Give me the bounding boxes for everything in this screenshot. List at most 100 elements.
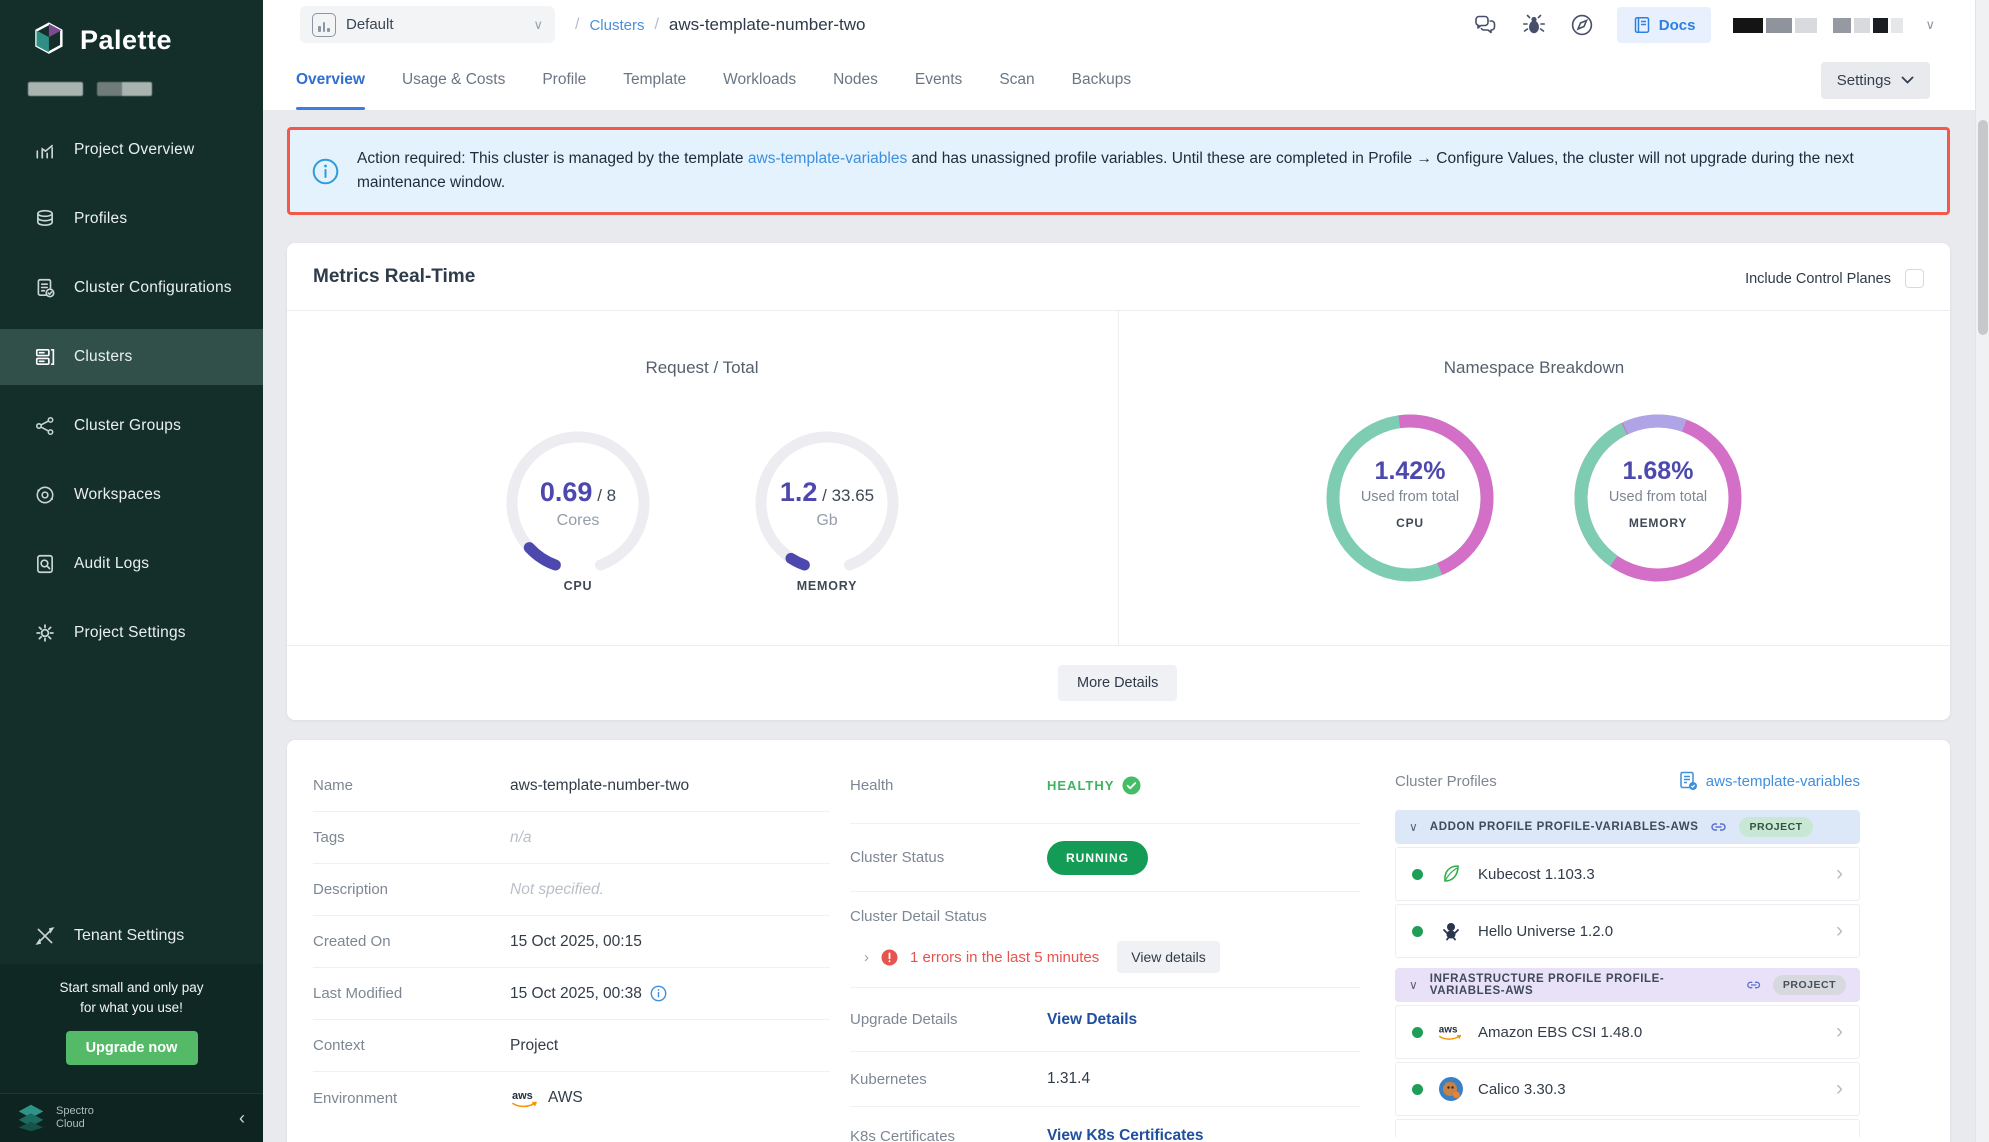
pack-row-hello-universe[interactable]: Hello Universe 1.2.0 › (1395, 904, 1860, 958)
pack-row-calico[interactable]: Calico 3.30.3 › (1395, 1062, 1860, 1116)
breadcrumb: / Clusters / aws-template-number-two (575, 0, 865, 50)
clusters-icon (35, 349, 55, 365)
detail-row-name: Name aws-template-number-two (313, 760, 830, 812)
sidebar-item-workspaces[interactable]: Workspaces (0, 467, 263, 523)
memory-unit: Gb (816, 512, 838, 529)
upgrade-promo: Start small and only pay for what you us… (0, 964, 263, 1093)
cpu-gauge-value: 0.69 / 8 Cores (493, 477, 663, 530)
namespace-cpu-label: CPU (1396, 516, 1424, 530)
kubecost-icon (1437, 861, 1464, 888)
sidebar-item-project-settings[interactable]: Project Settings (0, 605, 263, 661)
sidebar-item-tenant-settings[interactable]: Tenant Settings (0, 908, 263, 964)
project-badge: PROJECT (1739, 817, 1813, 837)
memory-request-value: 1.2 (779, 477, 818, 507)
addon-profile-section-header[interactable]: ∨ ADDON PROFILE PROFILE-VARIABLES-AWS PR… (1395, 810, 1860, 844)
created-on-value: 15 Oct 2025, 00:15 (510, 932, 642, 950)
settings-button[interactable]: Settings (1820, 62, 1930, 99)
sidebar-item-audit-logs[interactable]: Audit Logs (0, 536, 263, 592)
chevron-down-icon (1901, 76, 1914, 84)
breadcrumb-separator: / (654, 16, 659, 33)
tags-value: n/a (510, 828, 532, 846)
sidebar-item-label: Workspaces (74, 486, 161, 503)
tab-overview[interactable]: Overview (296, 50, 365, 110)
tab-template[interactable]: Template (623, 71, 687, 88)
tab-usage-costs[interactable]: Usage & Costs (401, 71, 506, 88)
include-control-planes-checkbox[interactable] (1905, 269, 1924, 288)
chevron-right-icon: › (1836, 1077, 1843, 1100)
breadcrumb-clusters-link[interactable]: Clusters (589, 16, 645, 34)
page-scrollbar[interactable] (1975, 0, 1989, 1142)
memory-gauge-label: MEMORY (796, 579, 858, 593)
tab-profile[interactable]: Profile (542, 71, 587, 88)
memory-gauge: 1.2 / 33.65 Gb MEMORY (742, 425, 912, 593)
memory-total-value: 33.65 (826, 486, 875, 505)
tab-events[interactable]: Events (914, 71, 963, 88)
kubernetes-row: Kubernetes 1.31.4 (850, 1052, 1360, 1107)
scrollbar-thumb[interactable] (1978, 120, 1988, 335)
docs-button[interactable]: Docs (1616, 7, 1712, 43)
pack-row-partial (1395, 1119, 1860, 1137)
context-value: Project (510, 1036, 559, 1054)
running-status-badge[interactable]: RUNNING (1047, 840, 1148, 875)
compass-icon[interactable] (1569, 12, 1595, 38)
sidebar-item-cluster-configurations[interactable]: Cluster Configurations (0, 260, 263, 316)
error-icon (881, 949, 898, 965)
namespace-breakdown-title: Namespace Breakdown (1443, 358, 1625, 377)
sidebar-item-label: Project Overview (74, 141, 195, 158)
pack-name: Kubecost 1.103.3 (1478, 865, 1595, 883)
upgrade-now-button[interactable]: Upgrade now (65, 1031, 198, 1066)
pack-row-kubecost[interactable]: Kubecost 1.103.3 › (1395, 847, 1860, 901)
footer-brand-line-1: Spectro (56, 1104, 94, 1117)
pack-row-amazon-ebs-csi[interactable]: aws Amazon EBS CSI 1.48.0 › (1395, 1005, 1860, 1059)
link-icon (1711, 823, 1727, 831)
info-icon[interactable] (650, 985, 667, 1002)
tab-scan[interactable]: Scan (999, 71, 1035, 88)
alert-template-link[interactable]: aws-template-variables (747, 149, 908, 167)
settings-button-label: Settings (1836, 72, 1891, 89)
footer-brand-line-2: Cloud (56, 1118, 85, 1130)
aws-logo-icon: aws (512, 1090, 537, 1107)
cluster-profiles-column: Cluster Profiles aws-template-variables … (1395, 768, 1860, 1137)
tab-workloads[interactable]: Workloads (723, 71, 797, 88)
include-control-planes-label: Include Control Planes (1745, 270, 1891, 287)
namespace-cpu-percent: 1.42% (1374, 457, 1446, 485)
tab-backups[interactable]: Backups (1071, 71, 1132, 88)
view-k8s-certificates-link[interactable]: View K8s Certificates (1047, 1127, 1204, 1142)
namespace-memory-donut-chart (1574, 414, 1742, 582)
namespace-memory-donut: 1.68% Used from total MEMORY (1573, 413, 1743, 583)
upgrade-view-details-link[interactable]: View Details (1047, 1010, 1138, 1028)
sidebar-item-profiles[interactable]: Profiles (0, 191, 263, 247)
audit-log-icon (37, 554, 53, 574)
palette-logo-icon (35, 22, 63, 54)
more-details-button[interactable]: More Details (1058, 665, 1178, 701)
sidebar-item-clusters[interactable]: Clusters (0, 329, 263, 385)
sidebar-collapse-icon[interactable]: ‹ (239, 1107, 245, 1128)
expand-chevron-icon[interactable]: › (864, 948, 869, 966)
cpu-gauge-label: CPU (563, 579, 593, 593)
memory-gauge-value: 1.2 / 33.65 Gb (742, 477, 912, 530)
view-details-button[interactable]: View details (1117, 941, 1220, 973)
user-menu-chevron-icon[interactable]: ∨ (1925, 17, 1935, 32)
alert-text-before: Action required: This cluster is managed… (357, 149, 748, 167)
template-profile-link[interactable]: aws-template-variables (1679, 771, 1860, 791)
namespace-memory-label: MEMORY (1628, 516, 1688, 530)
infrastructure-profile-section-header[interactable]: ∨ INFRASTRUCTURE PROFILE PROFILE-VARIABL… (1395, 968, 1860, 1002)
request-total-title: Request / Total (645, 358, 759, 377)
redacted-username[interactable] (1733, 17, 1904, 33)
health-label: Health (850, 777, 894, 794)
sidebar-item-project-overview[interactable]: Project Overview (0, 122, 263, 178)
alert-text-after: and has unassigned profile variables. Un… (357, 149, 1854, 191)
pack-status-dot (1412, 1083, 1423, 1095)
workspaces-icon (36, 486, 54, 504)
cluster-details-card: Name aws-template-number-two Tags n/a De… (287, 740, 1950, 1142)
pack-status-dot (1412, 925, 1423, 937)
last-modified-value: 15 Oct 2025, 00:38 (510, 984, 642, 1002)
chat-icon[interactable] (1473, 12, 1499, 38)
bug-report-icon[interactable] (1521, 12, 1547, 38)
project-selector[interactable]: Default ∨ (300, 6, 555, 43)
tab-nodes[interactable]: Nodes (833, 71, 878, 88)
sidebar-item-cluster-groups[interactable]: Cluster Groups (0, 398, 263, 454)
gear-icon (36, 624, 54, 642)
namespace-cpu-caption: Used from total (1360, 489, 1460, 505)
